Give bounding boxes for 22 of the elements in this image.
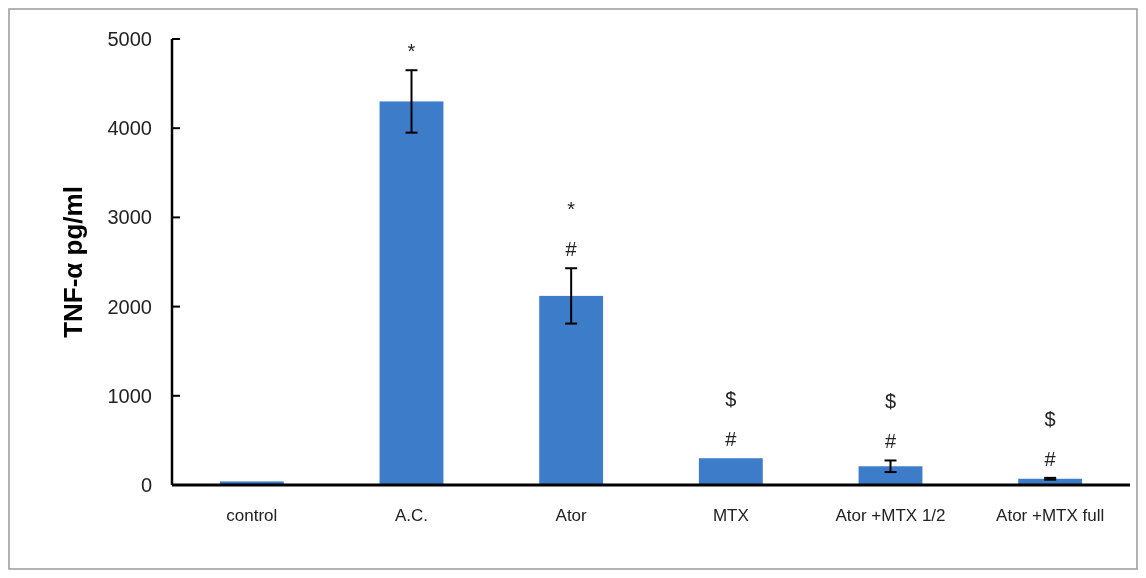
x-tick-label: MTX — [712, 506, 749, 525]
y-tick-label: 5000 — [107, 28, 152, 50]
bar — [539, 295, 604, 485]
bar — [858, 466, 923, 485]
y-tick-label: 1000 — [107, 384, 152, 407]
y-axis-title: TNF-α pg/ml — [58, 186, 88, 338]
y-tick-label: 3000 — [107, 206, 152, 229]
bar — [379, 101, 444, 485]
data-label: * — [407, 40, 416, 63]
x-tick-label: Ator — [555, 506, 588, 525]
x-tick-label: Ator +MTX 1/2 — [835, 506, 946, 525]
x-tick-label: Ator +MTX full — [996, 506, 1105, 525]
data-label: $ # — [1044, 407, 1057, 470]
data-label: $ # — [884, 390, 897, 453]
y-tick-label: 4000 — [107, 117, 152, 140]
data-label: * # — [565, 198, 578, 261]
y-tick-label: 0 — [140, 474, 152, 496]
y-tick-label: 2000 — [107, 295, 152, 318]
data-label: $ # — [725, 388, 738, 451]
x-tick-label: A.C. — [394, 506, 429, 525]
x-tick-label: control — [226, 506, 278, 525]
bar — [698, 458, 763, 485]
